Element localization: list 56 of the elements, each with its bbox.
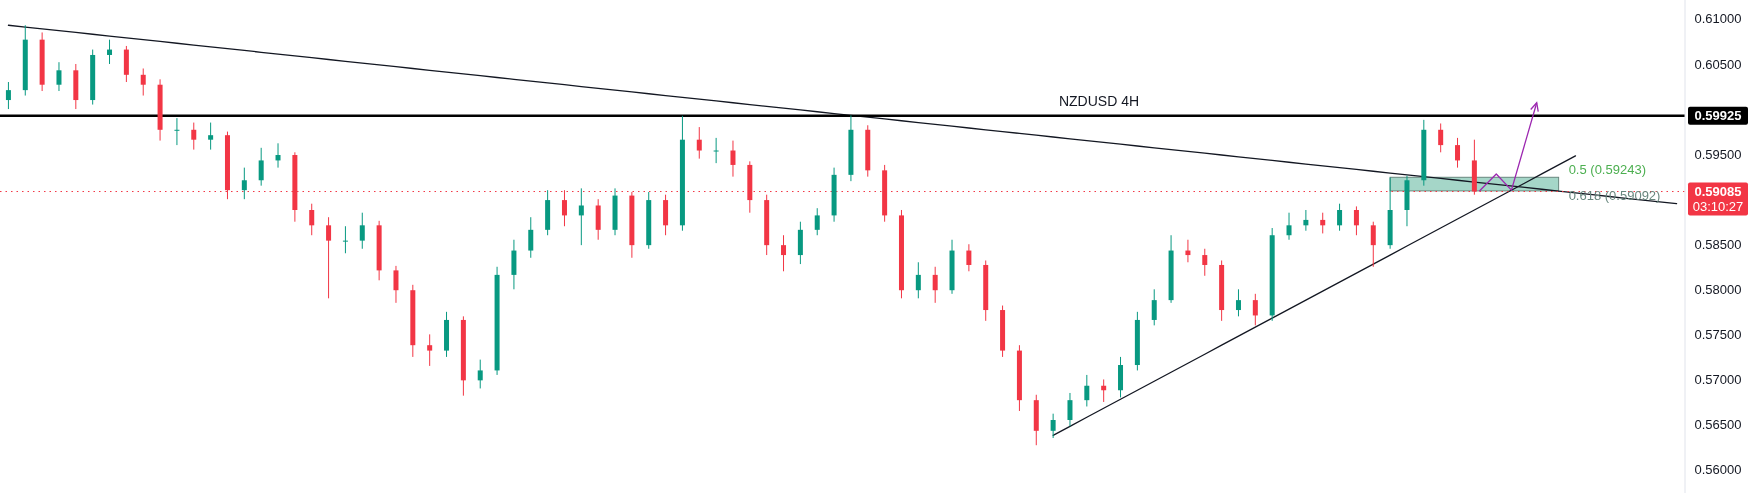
annotation: 0.5 (0.59243) — [1568, 162, 1646, 178]
candlestick — [241, 167, 247, 200]
candlestick — [258, 147, 264, 187]
y-tick-label: 0.58000 — [1694, 281, 1742, 297]
candlestick — [326, 216, 332, 299]
candlestick — [1202, 248, 1208, 277]
candlestick — [578, 187, 584, 246]
ref-line-label: 0.59085 — [1694, 184, 1742, 200]
candlestick — [696, 126, 702, 160]
candlestick — [814, 207, 820, 236]
candlestick — [56, 61, 62, 92]
candlestick — [275, 142, 281, 169]
candlestick — [932, 266, 938, 304]
candlestick — [528, 216, 534, 259]
candlestick — [1050, 413, 1056, 439]
candlestick — [393, 265, 399, 304]
candlestick — [1084, 374, 1090, 407]
text: NZDUSD 4H — [1058, 93, 1140, 109]
candlestick — [5, 81, 11, 110]
candlestick — [1370, 221, 1376, 268]
y-tick-label: 0.61000 — [1694, 11, 1742, 27]
candlestick — [174, 117, 180, 146]
candlestick — [915, 261, 921, 299]
candlestick — [1337, 203, 1343, 232]
y-tick-label: 0.59500 — [1694, 146, 1742, 162]
candlestick — [1303, 209, 1309, 232]
candlestick — [359, 212, 365, 250]
candlestick — [730, 140, 736, 178]
y-tick-label: 0.56500 — [1694, 417, 1742, 433]
candlestick — [966, 243, 972, 272]
text: 03:10:27 — [1692, 199, 1744, 215]
candlestick — [1067, 392, 1073, 427]
y-tick-label: 0.57500 — [1694, 326, 1742, 342]
y-tick-label: 0.57000 — [1694, 371, 1742, 387]
candlestick — [1455, 137, 1461, 169]
candlestick — [208, 122, 214, 151]
candlestick — [1151, 288, 1157, 326]
candlestick — [309, 203, 315, 236]
y-tick-label: 0.56000 — [1694, 462, 1742, 478]
candlestick — [427, 333, 433, 367]
ref-line-label: 0.59925 — [1694, 108, 1742, 124]
candlestick — [140, 68, 146, 97]
candlestick — [107, 39, 113, 65]
candlestick — [781, 234, 787, 272]
candlestick — [477, 359, 483, 389]
candlestick — [1235, 288, 1241, 317]
candlestick — [1438, 122, 1444, 153]
candlestick — [1353, 205, 1359, 236]
candlestick — [1286, 212, 1292, 241]
candlestick — [1252, 293, 1258, 326]
candlestick — [191, 122, 197, 151]
y-tick-label: 0.58500 — [1694, 236, 1742, 252]
candlestick — [342, 225, 348, 254]
y-tick-label: 0.60500 — [1694, 56, 1742, 72]
candlestick — [1320, 212, 1326, 234]
candlestick — [713, 137, 719, 164]
